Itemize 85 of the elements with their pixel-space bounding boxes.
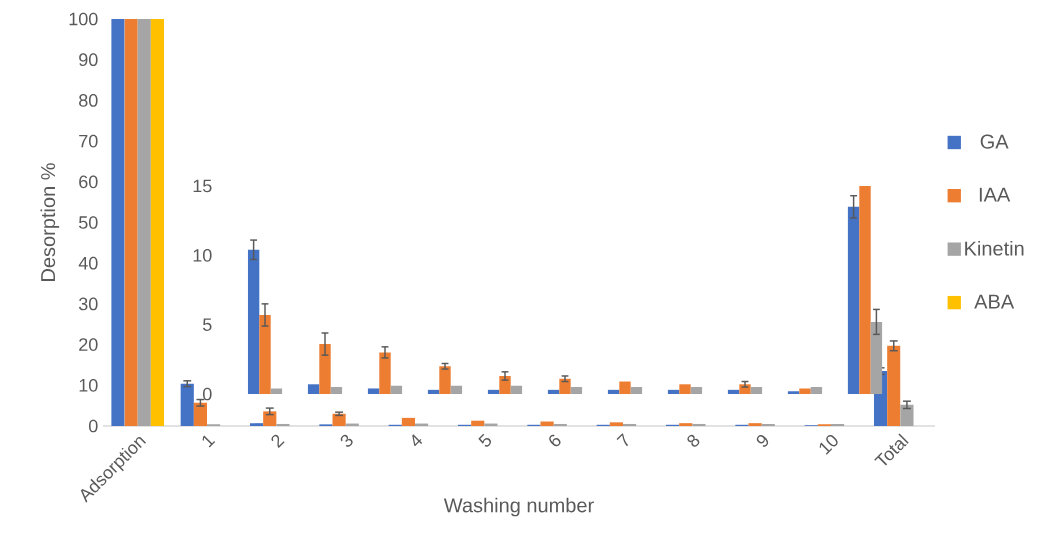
bar [679,384,691,394]
y-tick-label: 10 [193,248,212,262]
bar [750,387,763,394]
legend-label: ABA [974,294,1015,309]
bar [270,388,283,394]
x-tick-label: 10 [819,434,838,455]
bar [559,378,571,394]
y-tick-label: 20 [79,338,98,351]
x-axis-title: Washing number [443,497,594,517]
bar [450,385,463,394]
legend-label: Kinetin [965,240,1024,256]
bar [761,423,775,426]
x-tick-label: 2 [271,434,285,448]
bar [193,402,208,426]
y-tick-label: 80 [79,94,98,107]
bar [137,19,151,426]
bar [124,19,138,426]
bar [510,385,523,394]
bar [427,389,440,394]
legend-label: GA [980,134,1009,149]
bar [609,422,623,426]
bar [607,389,620,394]
y-tick-label: 70 [79,134,98,148]
bar [667,389,680,394]
bar [379,352,391,394]
y-tick-label: 50 [78,216,98,229]
x-tick-label: 7 [616,433,629,447]
bar [748,423,762,426]
y-tick-label: 0 [89,419,98,433]
bar [367,388,380,394]
y-tick-label: 90 [79,53,98,67]
bar [630,387,643,394]
bar [319,344,331,394]
bar [690,387,703,394]
bar [259,314,271,394]
y-tick-label: 15 [193,179,212,193]
x-tick-label: 5 [478,433,492,447]
y-tick-label: 60 [79,175,98,189]
y-tick-label: 0 [203,387,212,401]
bar [679,423,693,426]
y-tick-label: 40 [78,256,98,270]
bar [180,383,194,426]
x-tick-label: 3 [340,434,353,447]
y-axis-title: Desorption % [40,163,60,281]
bar [401,417,416,426]
bar [727,389,740,394]
bar [471,420,485,426]
bar [487,389,500,394]
bar [540,421,554,426]
x-tick-label: 8 [687,434,700,447]
bar [249,423,264,426]
bar [847,206,860,394]
bar [810,387,823,394]
bar [307,384,320,394]
bar [247,249,260,394]
y-tick-label: 10 [79,378,98,392]
bar [276,423,290,426]
x-tick-label: 9 [756,435,769,447]
bar [623,423,637,426]
bar [799,388,811,394]
bar [570,387,583,394]
bar [547,389,560,394]
y-tick-label: 30 [78,297,98,311]
bar [150,19,165,426]
y-tick-label: 5 [203,318,212,331]
bar [330,387,343,394]
bar [553,423,567,426]
bar [692,423,706,426]
bar [831,423,845,426]
y-tick-label: 100 [69,12,98,26]
x-tick-label: 6 [549,434,561,447]
bar [332,413,346,426]
legend-label: IAA [979,187,1011,202]
x-tick-label: 1 [202,435,216,448]
bar [263,411,277,426]
bar [499,375,511,394]
bar [111,19,125,426]
bar [900,404,914,426]
bar [787,391,800,394]
bar [859,186,871,394]
bar [439,366,451,394]
x-tick-label: 4 [412,434,423,447]
bar [390,385,403,394]
bar [887,345,901,426]
bar [619,381,631,394]
